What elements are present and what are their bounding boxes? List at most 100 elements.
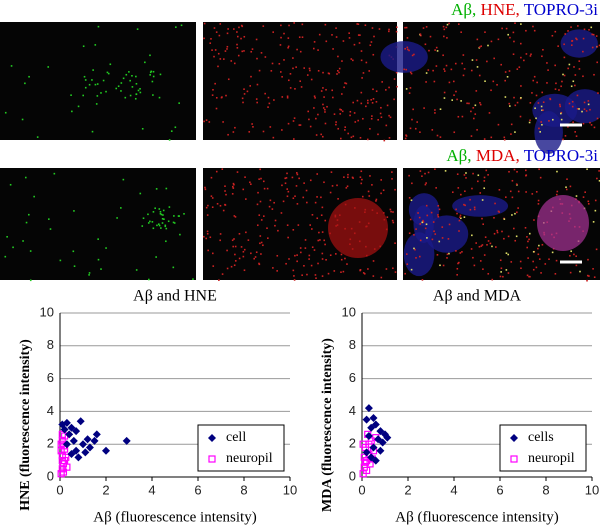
speckle — [465, 172, 467, 174]
speckle — [22, 240, 24, 242]
speckle — [539, 131, 541, 133]
speckle — [528, 275, 530, 278]
speckle — [498, 211, 501, 213]
speckle — [336, 69, 339, 72]
speckle — [583, 28, 586, 31]
speckle — [21, 118, 24, 121]
x-tick-label: 2 — [404, 482, 411, 497]
speckle — [321, 252, 324, 255]
speckle — [158, 223, 160, 225]
speckle — [217, 65, 219, 68]
speckle — [212, 88, 214, 91]
speckle — [406, 46, 409, 49]
speckle — [435, 65, 438, 67]
speckle — [503, 136, 506, 139]
speckle — [592, 221, 595, 223]
speckle — [152, 211, 155, 213]
speckle — [344, 129, 346, 131]
speckle — [462, 54, 465, 56]
micrograph — [0, 168, 196, 282]
speckle — [226, 249, 228, 252]
speckle — [135, 93, 138, 96]
speckle — [392, 211, 394, 213]
speckle — [303, 182, 305, 184]
speckle — [357, 119, 359, 122]
speckle — [122, 178, 125, 181]
speckle — [206, 230, 209, 233]
speckle — [340, 253, 343, 256]
speckle — [299, 80, 302, 82]
speckle — [83, 75, 86, 78]
speckle — [533, 219, 535, 221]
point — [362, 448, 371, 457]
speckle — [232, 245, 235, 248]
speckle — [259, 235, 262, 237]
speckle — [525, 174, 527, 177]
y-axis-label: HNE (fluorescence intensity) — [18, 339, 33, 511]
speckle — [298, 36, 301, 38]
speckle — [470, 135, 473, 137]
speckle — [213, 27, 216, 29]
speckle — [393, 98, 395, 101]
speckle — [448, 81, 451, 84]
speckle — [519, 260, 522, 263]
speckle — [244, 176, 246, 178]
speckle — [462, 74, 465, 77]
speckle — [6, 235, 8, 238]
speckle — [259, 242, 261, 245]
speckle — [568, 63, 571, 66]
speckle — [203, 22, 206, 25]
speckle — [437, 215, 440, 218]
speckle — [418, 216, 421, 219]
speckle — [486, 243, 488, 246]
speckle — [211, 252, 214, 255]
speckle — [528, 121, 531, 124]
speckle — [469, 198, 471, 201]
speckle — [557, 45, 559, 47]
x-axis-label: Aβ (fluorescence intensity) — [395, 509, 558, 525]
speckle — [571, 105, 574, 108]
speckle — [501, 27, 503, 30]
nucleus — [560, 29, 598, 58]
speckle — [508, 170, 510, 173]
speckle — [375, 198, 378, 201]
speckle — [517, 190, 520, 193]
speckle — [505, 269, 508, 271]
speckle — [308, 258, 310, 260]
speckle — [122, 77, 125, 80]
speckle — [372, 88, 374, 91]
speckle — [327, 272, 330, 275]
speckle — [347, 132, 349, 135]
speckle — [129, 79, 131, 82]
speckle — [516, 101, 519, 104]
speckle — [314, 201, 317, 204]
speckle — [256, 224, 259, 227]
speckle — [268, 102, 271, 105]
speckle — [576, 94, 579, 97]
speckle — [332, 96, 334, 99]
speckle — [507, 253, 510, 256]
speckle — [570, 250, 572, 253]
speckle — [147, 222, 150, 224]
speckle — [533, 29, 536, 32]
speckle — [377, 133, 379, 136]
y-tick-label: 8 — [47, 337, 54, 352]
speckle — [443, 68, 445, 70]
speckle — [304, 239, 307, 241]
speckle — [276, 254, 279, 257]
speckle — [404, 272, 406, 275]
speckle — [286, 195, 289, 198]
speckle — [596, 117, 599, 120]
speckle — [4, 111, 7, 114]
speckle — [391, 171, 393, 173]
speckle — [24, 82, 26, 85]
speckle — [370, 41, 373, 43]
speckle — [478, 46, 481, 48]
speckle — [504, 96, 507, 98]
speckle — [448, 252, 450, 255]
speckle — [525, 169, 527, 172]
speckle — [341, 60, 343, 62]
speckle — [563, 74, 566, 77]
speckle — [370, 99, 372, 101]
speckle — [421, 279, 424, 281]
